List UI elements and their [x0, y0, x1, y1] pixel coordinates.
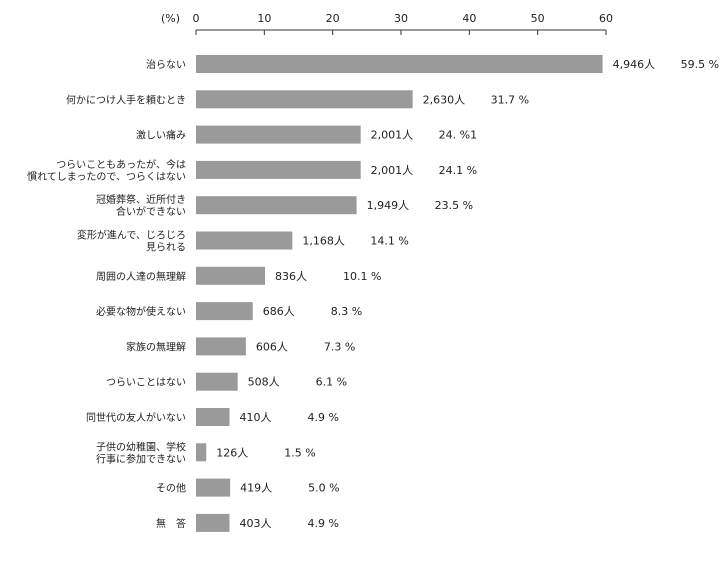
x-tick-label: 60: [599, 12, 613, 25]
bar: [196, 408, 230, 426]
count-label: 2,630人: [423, 93, 466, 106]
category-label: 合いができない: [116, 205, 186, 218]
count-label: 403人: [239, 517, 271, 530]
category-label: つらいことはない: [106, 377, 186, 389]
category-label: 変形が進んで、じろじろ: [77, 229, 186, 242]
category-label: 周囲の人達の無理解: [96, 270, 186, 283]
bar: [196, 266, 266, 285]
category-label: 子供の幼稚園、学校: [96, 440, 186, 453]
percent-label: 10.1 %: [343, 270, 381, 283]
bars-group: [196, 55, 603, 532]
bar: [196, 231, 293, 250]
category-label: 激しい痛み: [136, 129, 186, 142]
category-label: つらいこともあったが、今は: [56, 158, 186, 171]
category-label: 必要な物が使えない: [96, 305, 186, 318]
category-label: 慣れてしまったので、つらくはない: [27, 170, 186, 183]
count-label: 686人: [263, 305, 295, 318]
count-label: 508人: [248, 376, 280, 389]
x-tick-label: 0: [193, 12, 200, 25]
percent-label: 23.5 %: [435, 199, 473, 212]
value-labels-group: 4,946人 59.5 % 2,630人 31.7 % 2,001人 24. %1 2,00…: [216, 58, 719, 530]
count-label: 1,168人: [302, 235, 345, 248]
x-tick-label: 50: [531, 12, 545, 25]
category-label: その他: [156, 482, 186, 495]
count-label: 1,949人: [367, 199, 410, 212]
percent-label: 4.9 %: [307, 411, 338, 424]
percent-label: 59.5 %: [681, 58, 719, 71]
category-label: 行事に参加できない: [96, 452, 186, 465]
bar: [196, 196, 357, 215]
x-tick-label: 30: [394, 12, 408, 25]
category-label: 家族の無理解: [126, 340, 186, 353]
category-label: 治らない: [146, 58, 186, 71]
bar: [196, 478, 231, 497]
percent-label: 1.5 %: [284, 446, 315, 459]
percent-label: 5.0 %: [308, 482, 339, 495]
category-label: 無 答: [156, 517, 186, 530]
percent-label: 4.9 %: [307, 517, 338, 530]
category-label: 冠婚葬祭、近所付き: [96, 193, 186, 206]
count-label: 126人: [216, 446, 248, 459]
percent-label: 24.1 %: [439, 164, 477, 177]
count-label: 836人: [275, 270, 307, 283]
bar: [196, 125, 361, 144]
bar: [196, 372, 238, 391]
bar: [196, 55, 603, 73]
category-label: 何かにつけ人手を頼むとき: [66, 93, 186, 106]
count-label: 2,001人: [371, 129, 414, 142]
axis-unit-label: (%): [161, 12, 180, 25]
percent-label: 14.1 %: [370, 235, 408, 248]
category-labels-group: 治らない何かにつけ人手を頼むとき激しい痛みつらいこともあったが、今は慣れてしまっ…: [27, 58, 186, 530]
x-tick-label: 10: [257, 12, 271, 25]
bar: [196, 443, 207, 462]
percent-label: 24. %1: [439, 129, 477, 142]
percent-label: 8.3 %: [331, 305, 362, 318]
percent-label: 31.7 %: [491, 93, 529, 106]
bar: [196, 90, 413, 109]
count-label: 2,001人: [371, 164, 414, 177]
bar: [196, 160, 361, 179]
bar: [196, 302, 253, 321]
count-label: 410人: [239, 411, 271, 424]
bar: [196, 513, 230, 532]
x-tick-label: 40: [462, 12, 476, 25]
percent-label: 7.3 %: [324, 340, 355, 353]
count-label: 4,946人: [613, 58, 656, 71]
x-axis: 0 10 20 30 40 50 60: [193, 12, 613, 35]
x-tick-label: 20: [326, 12, 340, 25]
category-label: 同世代の友人がいない: [86, 411, 186, 424]
count-label: 606人: [256, 340, 288, 353]
percent-label: 6.1 %: [316, 376, 347, 389]
count-label: 419人: [240, 482, 272, 495]
bar: [196, 337, 246, 356]
category-label: 見られる: [146, 242, 186, 254]
